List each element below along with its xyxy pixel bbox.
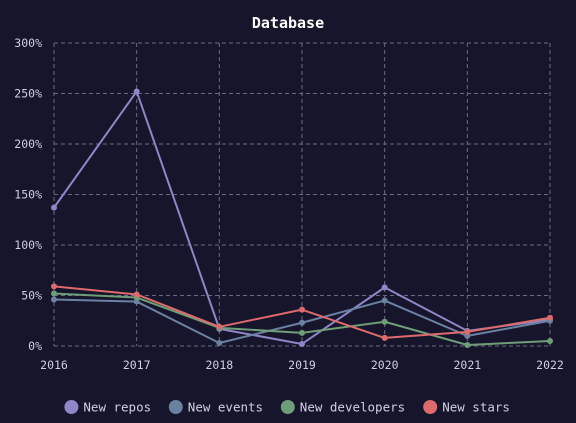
y-tick-label: 0% bbox=[28, 339, 42, 353]
legend-item[interactable]: New stars bbox=[423, 400, 510, 415]
legend: New repos New events New developers New sta… bbox=[64, 400, 510, 415]
x-tick-label: 2018 bbox=[205, 358, 233, 372]
series-lines bbox=[51, 88, 553, 348]
data-point[interactable] bbox=[51, 283, 57, 290]
data-point[interactable] bbox=[381, 297, 388, 304]
y-tick-label: 150% bbox=[14, 188, 42, 202]
data-point[interactable] bbox=[216, 339, 223, 346]
legend-marker bbox=[280, 400, 295, 414]
data-point[interactable] bbox=[547, 314, 553, 321]
data-point[interactable] bbox=[51, 290, 57, 297]
x-tick-label: 2016 bbox=[40, 358, 68, 372]
y-tick-label: 250% bbox=[14, 87, 42, 101]
chart-title: Database bbox=[252, 14, 324, 32]
x-tick-label: 2020 bbox=[371, 358, 399, 372]
data-point[interactable] bbox=[133, 88, 140, 95]
data-point[interactable] bbox=[216, 323, 223, 330]
y-tick-label: 50% bbox=[21, 289, 42, 303]
legend-marker bbox=[168, 400, 183, 414]
legend-marker bbox=[423, 400, 438, 414]
data-point[interactable] bbox=[381, 334, 388, 341]
legend-label: New stars bbox=[442, 400, 510, 415]
data-point[interactable] bbox=[51, 296, 57, 303]
data-point[interactable] bbox=[547, 337, 553, 344]
x-tick-label: 2019 bbox=[288, 358, 316, 372]
data-point[interactable] bbox=[381, 284, 388, 291]
y-tick-label: 100% bbox=[14, 238, 42, 252]
x-tick-label: 2021 bbox=[453, 358, 481, 372]
data-point[interactable] bbox=[51, 204, 57, 211]
legend-label: New repos bbox=[83, 400, 151, 415]
legend-item[interactable]: New developers bbox=[280, 400, 405, 415]
data-point[interactable] bbox=[299, 340, 305, 347]
legend-label: New events bbox=[188, 400, 263, 415]
y-tick-label: 300% bbox=[14, 36, 42, 50]
x-axis: 2016 2017 2018 2019 2020 2021 2022 bbox=[40, 358, 564, 372]
y-axis: 0% 50% 100% 150% 200% 250% 300% bbox=[14, 36, 42, 353]
data-point[interactable] bbox=[299, 319, 305, 326]
series-new-stars bbox=[51, 283, 553, 341]
legend-item[interactable]: New events bbox=[168, 400, 263, 415]
data-point[interactable] bbox=[464, 328, 471, 335]
legend-item[interactable]: New repos bbox=[64, 400, 151, 415]
data-point[interactable] bbox=[299, 329, 305, 336]
data-point[interactable] bbox=[381, 318, 388, 325]
data-point[interactable] bbox=[299, 306, 305, 313]
legend-label: New developers bbox=[300, 400, 405, 415]
data-point[interactable] bbox=[464, 341, 471, 348]
legend-marker bbox=[64, 400, 79, 414]
x-tick-label: 2022 bbox=[536, 358, 564, 372]
x-tick-label: 2017 bbox=[123, 358, 151, 372]
data-point[interactable] bbox=[133, 291, 140, 298]
y-tick-label: 200% bbox=[14, 137, 42, 151]
